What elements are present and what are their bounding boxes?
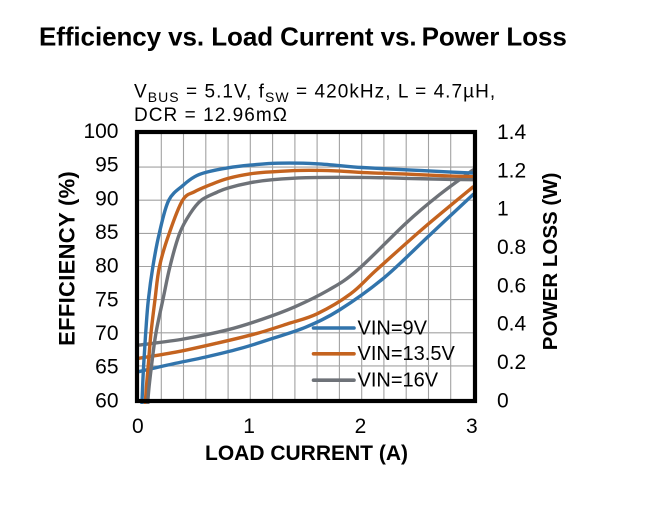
svg-text:80: 80 (95, 255, 118, 278)
svg-text:100: 100 (83, 120, 118, 143)
svg-text:DCR = 12.96mΩ: DCR = 12.96mΩ (134, 105, 288, 126)
svg-text:VIN=16V: VIN=16V (358, 370, 439, 392)
svg-text:65: 65 (95, 356, 118, 379)
svg-text:2: 2 (355, 415, 367, 438)
svg-text:1: 1 (243, 415, 255, 438)
svg-text:VIN=13.5V: VIN=13.5V (358, 343, 456, 365)
svg-text:70: 70 (95, 322, 118, 345)
svg-text:VBUS = 5.1V, fSW = 420kHz, L =: VBUS = 5.1V, fSW = 420kHz, L = 4.7µH, (134, 82, 496, 106)
svg-text:POWER LOSS (W): POWER LOSS (W) (539, 173, 562, 351)
svg-text:Efficiency vs. Load Current vs: Efficiency vs. Load Current vs. Power Lo… (39, 22, 567, 52)
svg-text:0.8: 0.8 (497, 236, 526, 259)
svg-text:LOAD CURRENT (A): LOAD CURRENT (A) (205, 442, 408, 465)
svg-text:85: 85 (95, 221, 118, 244)
svg-text:1.4: 1.4 (497, 121, 527, 144)
svg-text:3: 3 (466, 415, 478, 438)
svg-text:0.6: 0.6 (497, 274, 526, 297)
svg-text:60: 60 (95, 389, 118, 412)
svg-text:0: 0 (132, 415, 144, 438)
svg-text:EFFICIENCY (%): EFFICIENCY (%) (55, 171, 80, 346)
svg-text:90: 90 (95, 187, 118, 210)
svg-text:0.4: 0.4 (497, 313, 527, 336)
svg-text:95: 95 (95, 154, 118, 177)
svg-text:VIN=9V: VIN=9V (358, 317, 428, 339)
svg-text:1: 1 (497, 198, 509, 221)
svg-text:1.2: 1.2 (497, 159, 526, 182)
svg-text:75: 75 (95, 288, 118, 311)
svg-text:0: 0 (497, 390, 509, 413)
svg-text:0.2: 0.2 (497, 351, 526, 374)
